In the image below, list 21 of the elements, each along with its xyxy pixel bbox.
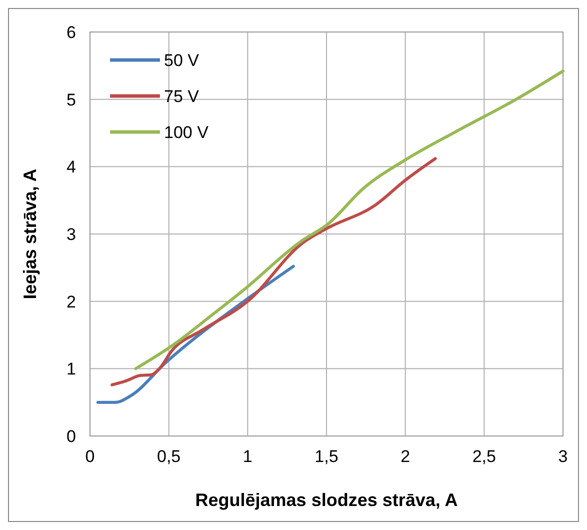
x-tick-label: 3 bbox=[558, 447, 568, 466]
y-tick-label: 6 bbox=[66, 23, 76, 42]
x-axis-title: Regulējamas slodzes strāva, A bbox=[195, 490, 458, 510]
y-tick-label: 3 bbox=[66, 225, 76, 244]
x-tick-label: 2 bbox=[400, 447, 410, 466]
y-tick-label: 0 bbox=[66, 427, 76, 446]
legend-label: 100 V bbox=[164, 123, 210, 142]
line-series bbox=[110, 157, 437, 386]
x-tick-label: 2,5 bbox=[472, 447, 496, 466]
x-tick-label: 1,5 bbox=[314, 447, 338, 466]
y-tick-label: 4 bbox=[66, 158, 76, 177]
legend-label: 50 V bbox=[164, 51, 200, 70]
x-tick-label: 0 bbox=[85, 447, 95, 466]
y-tick-label: 5 bbox=[66, 90, 76, 110]
y-tick-label: 1 bbox=[66, 360, 76, 379]
y-tick-label: 2 bbox=[66, 292, 76, 312]
line-series bbox=[134, 70, 564, 370]
x-tick-label: 0,5 bbox=[157, 447, 181, 466]
y-axis-title: Ieejas strāva, A bbox=[20, 168, 40, 300]
x-tick-label: 1 bbox=[242, 447, 252, 466]
legend-label: 75 V bbox=[164, 87, 200, 106]
